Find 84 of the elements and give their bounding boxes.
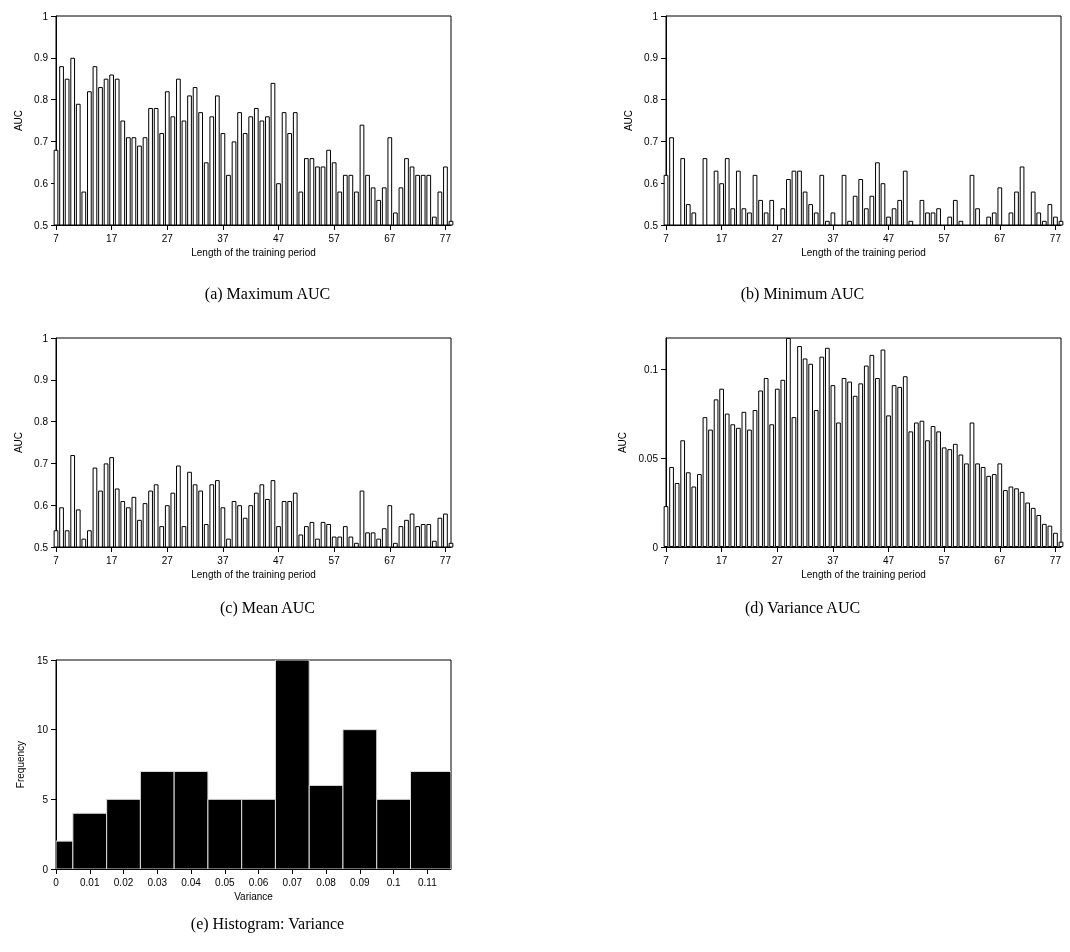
x-tick-label: 7	[663, 554, 670, 566]
x-tick-label: 0.05	[215, 876, 235, 888]
x-tick-label: 47	[272, 232, 285, 244]
x-tick-label: 67	[994, 232, 1006, 244]
x-tick-label: 77	[1049, 232, 1062, 244]
x-tick-label: 47	[272, 554, 285, 566]
y-tick-label: 0.8	[644, 94, 659, 106]
x-tick-label: 37	[827, 554, 839, 566]
x-tick-label: 17	[716, 232, 728, 244]
y-tick-label: 0.05	[638, 452, 659, 464]
y-tick-label: 1	[652, 10, 659, 22]
x-tick-label: 0.08	[316, 876, 337, 888]
x-tick-label: 0.07	[282, 876, 303, 888]
y-tick-label: 0.8	[34, 94, 49, 106]
x-tick-label: 17	[716, 554, 728, 566]
x-tick-label: 57	[328, 232, 341, 244]
x-tick-label: 0	[53, 876, 60, 888]
y-tick-label: 0.7	[34, 135, 49, 147]
x-tick-label: 67	[994, 554, 1006, 566]
x-tick-label: 57	[938, 554, 951, 566]
x-tick-label: 0.11	[418, 876, 438, 888]
y-tick-label: 0	[42, 863, 49, 875]
x-tick-label: 17	[106, 232, 118, 244]
text: (a) Maximum AUC	[204, 284, 331, 303]
x-tick-label: 7	[663, 232, 670, 244]
x-tick-label: 17	[106, 554, 118, 566]
x-tick-label: 67	[384, 232, 396, 244]
x-axis-title: Length of the training period	[801, 247, 926, 259]
x-axis-title: Length of the training period	[191, 569, 316, 581]
y-tick-label: 0.5	[644, 219, 659, 231]
y-tick-label: 1	[42, 332, 49, 344]
x-tick-label: 47	[882, 232, 895, 244]
x-tick-label: 77	[1049, 554, 1062, 566]
text: (d) Variance AUC	[744, 598, 861, 617]
x-tick-label: 27	[771, 232, 784, 244]
x-tick-label: 27	[161, 232, 174, 244]
y-tick-label: 0.9	[34, 52, 49, 64]
y-axis-title: AUC	[12, 109, 24, 132]
y-tick-label: 0.7	[644, 135, 659, 147]
y-tick-label: 0.9	[34, 374, 49, 386]
x-tick-label: 37	[217, 554, 229, 566]
y-tick-label: 0.6	[644, 177, 659, 189]
y-tick-label: 0.9	[644, 52, 659, 64]
text: (c) Mean AUC	[219, 598, 316, 617]
x-tick-label: 77	[439, 232, 452, 244]
x-tick-label: 0.1	[386, 876, 401, 888]
y-axis-title: AUC	[617, 431, 629, 454]
y-tick-label: 0.8	[34, 416, 49, 428]
x-axis-title: Variance	[234, 891, 274, 903]
x-tick-label: 27	[161, 554, 174, 566]
y-tick-label: 0.6	[34, 177, 49, 189]
x-tick-label: 67	[384, 554, 396, 566]
x-tick-label: 77	[439, 554, 452, 566]
y-axis-title: AUC	[622, 109, 634, 132]
text: (b) Minimum AUC	[740, 284, 865, 303]
x-tick-label: 0.09	[350, 876, 371, 888]
x-tick-label: 0.04	[181, 876, 202, 888]
x-axis-title: Length of the training period	[801, 569, 926, 581]
y-tick-label: 0.5	[34, 541, 49, 553]
x-tick-label: 37	[217, 232, 229, 244]
x-tick-label: 0.02	[113, 876, 134, 888]
x-tick-label: 47	[882, 554, 895, 566]
x-tick-label: 7	[53, 554, 60, 566]
x-tick-label: 0.06	[248, 876, 269, 888]
y-tick-label: 0	[652, 541, 659, 553]
y-tick-label: 1	[42, 10, 49, 22]
x-tick-label: 0.01	[80, 876, 100, 888]
x-tick-label: 0.03	[147, 876, 168, 888]
y-axis-title: AUC	[12, 431, 24, 454]
y-tick-label: 0.1	[644, 363, 659, 375]
x-tick-label: 57	[938, 232, 951, 244]
y-axis-title: Frequency	[15, 740, 27, 789]
y-tick-label: 5	[42, 793, 49, 805]
y-tick-label: 0.6	[34, 499, 49, 511]
x-tick-label: 27	[771, 554, 784, 566]
x-axis-title: Length of the training period	[191, 247, 316, 259]
y-tick-label: 0.5	[34, 219, 49, 231]
x-tick-label: 37	[827, 232, 839, 244]
y-tick-label: 15	[36, 654, 49, 666]
x-tick-label: 57	[328, 554, 341, 566]
y-tick-label: 0.7	[34, 457, 49, 469]
x-tick-label: 7	[53, 232, 60, 244]
text: (e) Histogram: Variance	[190, 914, 345, 933]
y-tick-label: 10	[36, 724, 49, 736]
